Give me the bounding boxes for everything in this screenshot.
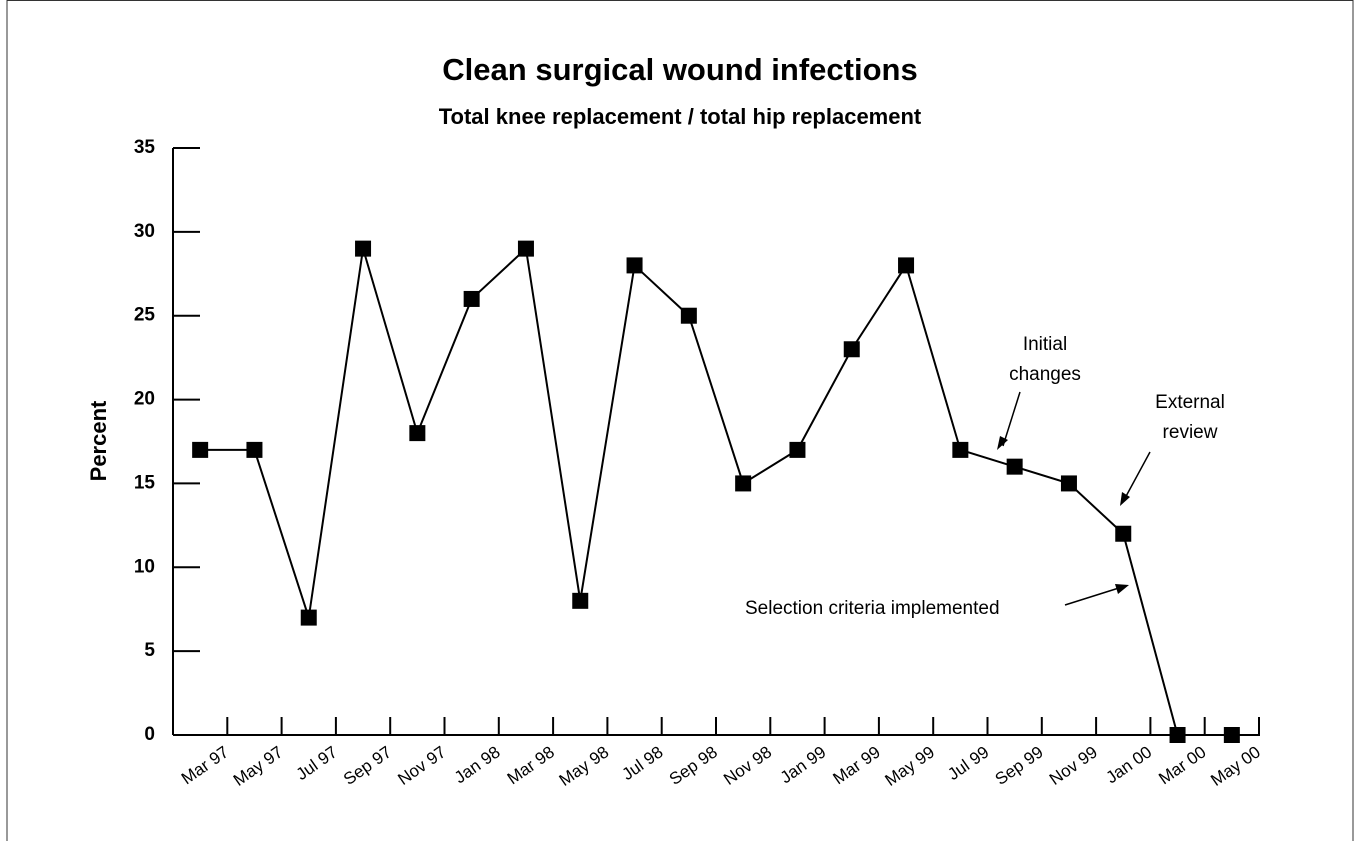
x-tick-label: Sep 99 <box>992 742 1047 788</box>
chart-subtitle: Total knee replacement / total hip repla… <box>439 104 922 129</box>
annotation: changes <box>1009 364 1081 385</box>
marker <box>355 240 372 257</box>
y-tick-label: 20 <box>134 389 155 410</box>
marker <box>517 240 534 257</box>
marker <box>735 475 752 492</box>
marker <box>1006 458 1023 475</box>
x-tick-label: May 00 <box>1207 742 1264 790</box>
marker <box>246 441 263 458</box>
arrow <box>1002 391 1021 447</box>
marker <box>1223 727 1240 743</box>
x-tick-label: Jul 97 <box>293 742 341 784</box>
x-tick-label: Mar 98 <box>504 742 558 788</box>
marker <box>843 341 860 358</box>
x-tick-label: Sep 98 <box>666 742 721 788</box>
y-tick-label: 25 <box>134 305 156 326</box>
y-tick-label: 15 <box>134 472 156 493</box>
marker <box>300 609 317 626</box>
marker <box>192 441 209 458</box>
x-tick-label: Jan 99 <box>777 742 830 787</box>
x-tick-label: May 97 <box>230 742 287 790</box>
x-tick-label: Mar 99 <box>830 742 884 788</box>
data-line <box>200 246 1232 736</box>
x-tick-label: Jan 00 <box>1103 742 1156 787</box>
arrowhead <box>1115 584 1129 594</box>
marker <box>680 307 697 324</box>
y-tick-label: 10 <box>134 556 155 577</box>
x-tick-label: Sep 97 <box>340 742 395 788</box>
arrow <box>1123 451 1151 501</box>
marker <box>789 441 806 458</box>
x-tick-label: Jul 98 <box>618 742 666 784</box>
marker <box>463 290 480 307</box>
x-tick-label: Jul 99 <box>944 742 992 784</box>
y-tick-label: 35 <box>134 137 156 158</box>
annotation: Selection criteria implemented <box>745 598 1000 619</box>
x-tick-label: Nov 98 <box>720 742 775 788</box>
y-tick-label: 5 <box>144 640 155 661</box>
y-axis-label: Percent <box>86 400 111 481</box>
x-tick-label: May 99 <box>882 742 939 790</box>
arrowhead <box>997 436 1008 450</box>
annotation: External <box>1155 392 1225 413</box>
arrow <box>1064 586 1123 606</box>
x-tick-label: Nov 99 <box>1046 742 1101 788</box>
x-tick-label: Mar 00 <box>1155 742 1209 788</box>
annotation: Initial <box>1023 334 1067 355</box>
x-tick-label: Jan 98 <box>451 742 504 787</box>
frame <box>6 0 1354 841</box>
marker <box>1060 475 1077 492</box>
x-tick-label: Nov 97 <box>394 742 449 788</box>
x-tick-label: May 98 <box>556 742 613 790</box>
y-tick-label: 30 <box>134 221 155 242</box>
marker <box>409 425 426 442</box>
marker <box>572 592 589 609</box>
marker <box>626 257 643 274</box>
annotation: review <box>1163 422 1218 443</box>
x-tick-label: Mar 97 <box>178 742 232 788</box>
chart-title: Clean surgical wound infections <box>442 52 917 87</box>
marker <box>1169 727 1186 743</box>
marker <box>952 441 969 458</box>
marker <box>898 257 915 274</box>
arrowhead <box>1120 492 1130 506</box>
marker <box>1115 525 1132 542</box>
y-tick-label: 0 <box>144 724 155 745</box>
